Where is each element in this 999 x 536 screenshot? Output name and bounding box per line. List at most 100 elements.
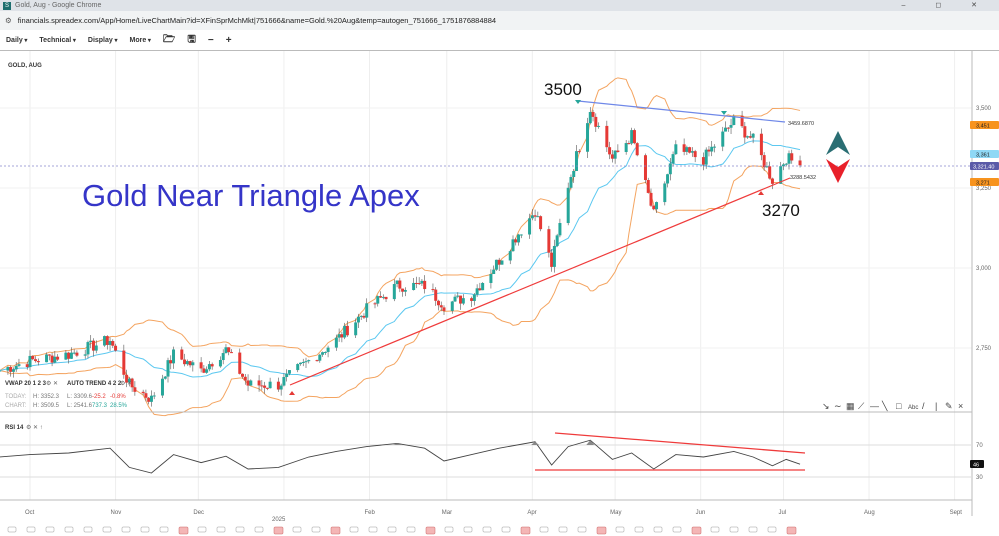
candle <box>569 176 573 188</box>
country-flag-icon[interactable] <box>330 526 341 535</box>
candle <box>307 360 311 362</box>
country-flag-icon[interactable] <box>596 526 607 535</box>
price-chart[interactable]: GOLD, AUG 3459.6870 3288.5432 3500 3270 … <box>0 51 999 536</box>
event-marker[interactable] <box>311 526 321 533</box>
text-tool-icon[interactable]: Abc <box>908 405 918 411</box>
event-marker[interactable] <box>254 526 264 533</box>
candle <box>144 393 148 398</box>
candle <box>224 347 228 354</box>
event-marker[interactable] <box>672 526 682 533</box>
candle <box>365 303 369 318</box>
event-marker[interactable] <box>387 526 397 533</box>
curve-tool-icon[interactable]: ∼ <box>834 401 842 411</box>
event-marker[interactable] <box>368 526 378 533</box>
event-marker[interactable] <box>292 526 302 533</box>
arrow-down-icon[interactable] <box>826 159 850 183</box>
event-marker[interactable] <box>45 526 55 533</box>
event-marker[interactable] <box>482 526 492 533</box>
chart-high: H: 3509.5 <box>33 403 60 409</box>
event-marker[interactable] <box>634 526 644 533</box>
close-tools-icon[interactable]: × <box>958 401 963 411</box>
pencil-icon[interactable]: ✎ <box>945 401 953 411</box>
event-marker[interactable] <box>26 526 36 533</box>
address-bar[interactable]: ⚙ financials.spreadex.com/App/Home/LiveC… <box>0 11 999 30</box>
last-price-badge <box>970 162 999 170</box>
candle <box>354 322 358 336</box>
country-flag-icon[interactable] <box>520 526 531 535</box>
resistance-trendline[interactable] <box>577 100 786 123</box>
event-marker[interactable] <box>121 526 131 533</box>
event-marker[interactable] <box>729 526 739 533</box>
candle <box>436 300 440 306</box>
candle <box>334 337 338 348</box>
pointer-tool-icon[interactable]: ↘ <box>822 401 830 411</box>
horizontal-line-tool-icon[interactable]: — <box>870 401 879 411</box>
rsi-upper-trendline[interactable] <box>554 432 806 454</box>
event-marker[interactable] <box>197 526 207 533</box>
candle <box>726 127 730 129</box>
country-flag-icon[interactable] <box>786 526 797 535</box>
candle <box>210 364 214 367</box>
fib-grid-tool-icon[interactable]: ▦ <box>846 401 855 411</box>
event-marker[interactable] <box>767 526 777 533</box>
candle <box>395 280 399 285</box>
country-flag-icon[interactable] <box>178 526 189 535</box>
event-marker[interactable] <box>64 526 74 533</box>
vwap-settings-icon[interactable]: ⚙ ✕ <box>46 380 58 387</box>
trendline-tool-icon[interactable]: ╲ <box>881 400 888 412</box>
candle <box>343 325 347 338</box>
auto-trend-label[interactable]: AUTO TREND 4 2 2 <box>67 381 122 387</box>
event-marker[interactable] <box>159 526 169 533</box>
event-marker[interactable] <box>558 526 568 533</box>
candle <box>492 269 496 275</box>
auto-trend-settings-icon[interactable]: ⚙ ✕ <box>120 380 132 387</box>
technical-dropdown[interactable]: Technical <box>39 37 75 44</box>
candle <box>627 143 631 145</box>
window-controls[interactable]: – ◻ ✕ <box>901 2 991 9</box>
candle <box>555 235 559 246</box>
rsi-settings-icon[interactable]: ⚙ ✕ ↑ <box>26 424 43 431</box>
url-text[interactable]: financials.spreadex.com/App/Home/LiveCha… <box>17 16 497 25</box>
event-marker[interactable] <box>406 526 416 533</box>
event-marker[interactable] <box>501 526 511 533</box>
event-marker[interactable] <box>7 526 17 533</box>
event-marker[interactable] <box>444 526 454 533</box>
daily-dropdown[interactable]: Daily <box>6 37 27 44</box>
high-annotation: 3500 <box>544 80 582 99</box>
save-icon[interactable]: 🖫 <box>187 33 196 45</box>
event-marker[interactable] <box>463 526 473 533</box>
event-marker[interactable] <box>235 526 245 533</box>
event-marker[interactable] <box>577 526 587 533</box>
more-dropdown[interactable]: More <box>129 37 150 44</box>
rectangle-tool-icon[interactable]: □ <box>896 401 902 411</box>
fan-tool-icon[interactable]: ⟋ <box>858 401 865 411</box>
event-marker[interactable] <box>748 526 758 533</box>
event-marker[interactable] <box>710 526 720 533</box>
display-dropdown[interactable]: Display <box>88 37 118 44</box>
folder-open-icon[interactable]: 🗁 <box>162 33 176 45</box>
line-tool-icon[interactable]: / <box>922 401 925 411</box>
country-flag-icon[interactable] <box>425 526 436 535</box>
arrow-up-icon[interactable] <box>826 131 850 155</box>
event-marker[interactable] <box>102 526 112 533</box>
event-marker[interactable] <box>349 526 359 533</box>
zoom-out-icon[interactable]: − <box>207 34 214 46</box>
ma-badge <box>970 150 999 158</box>
candle <box>72 352 76 354</box>
country-flag-icon[interactable] <box>273 526 284 535</box>
zoom-in-icon[interactable]: + <box>225 34 232 46</box>
event-marker[interactable] <box>653 526 663 533</box>
event-marker[interactable] <box>83 526 93 533</box>
vwap-label[interactable]: VWAP 20 1 2 3 <box>5 381 47 387</box>
rsi-label[interactable]: RSI 14 <box>5 425 24 431</box>
vertical-line-tool-icon[interactable]: | <box>935 401 937 411</box>
country-flag-icon[interactable] <box>691 526 702 535</box>
candle <box>67 352 71 359</box>
event-marker[interactable] <box>539 526 549 533</box>
event-marker[interactable] <box>615 526 625 533</box>
candle <box>511 239 515 252</box>
site-settings-icon[interactable]: ⚙ <box>5 16 12 25</box>
event-marker[interactable] <box>216 526 226 533</box>
event-marker[interactable] <box>140 526 150 533</box>
support-trendline[interactable] <box>289 177 791 386</box>
